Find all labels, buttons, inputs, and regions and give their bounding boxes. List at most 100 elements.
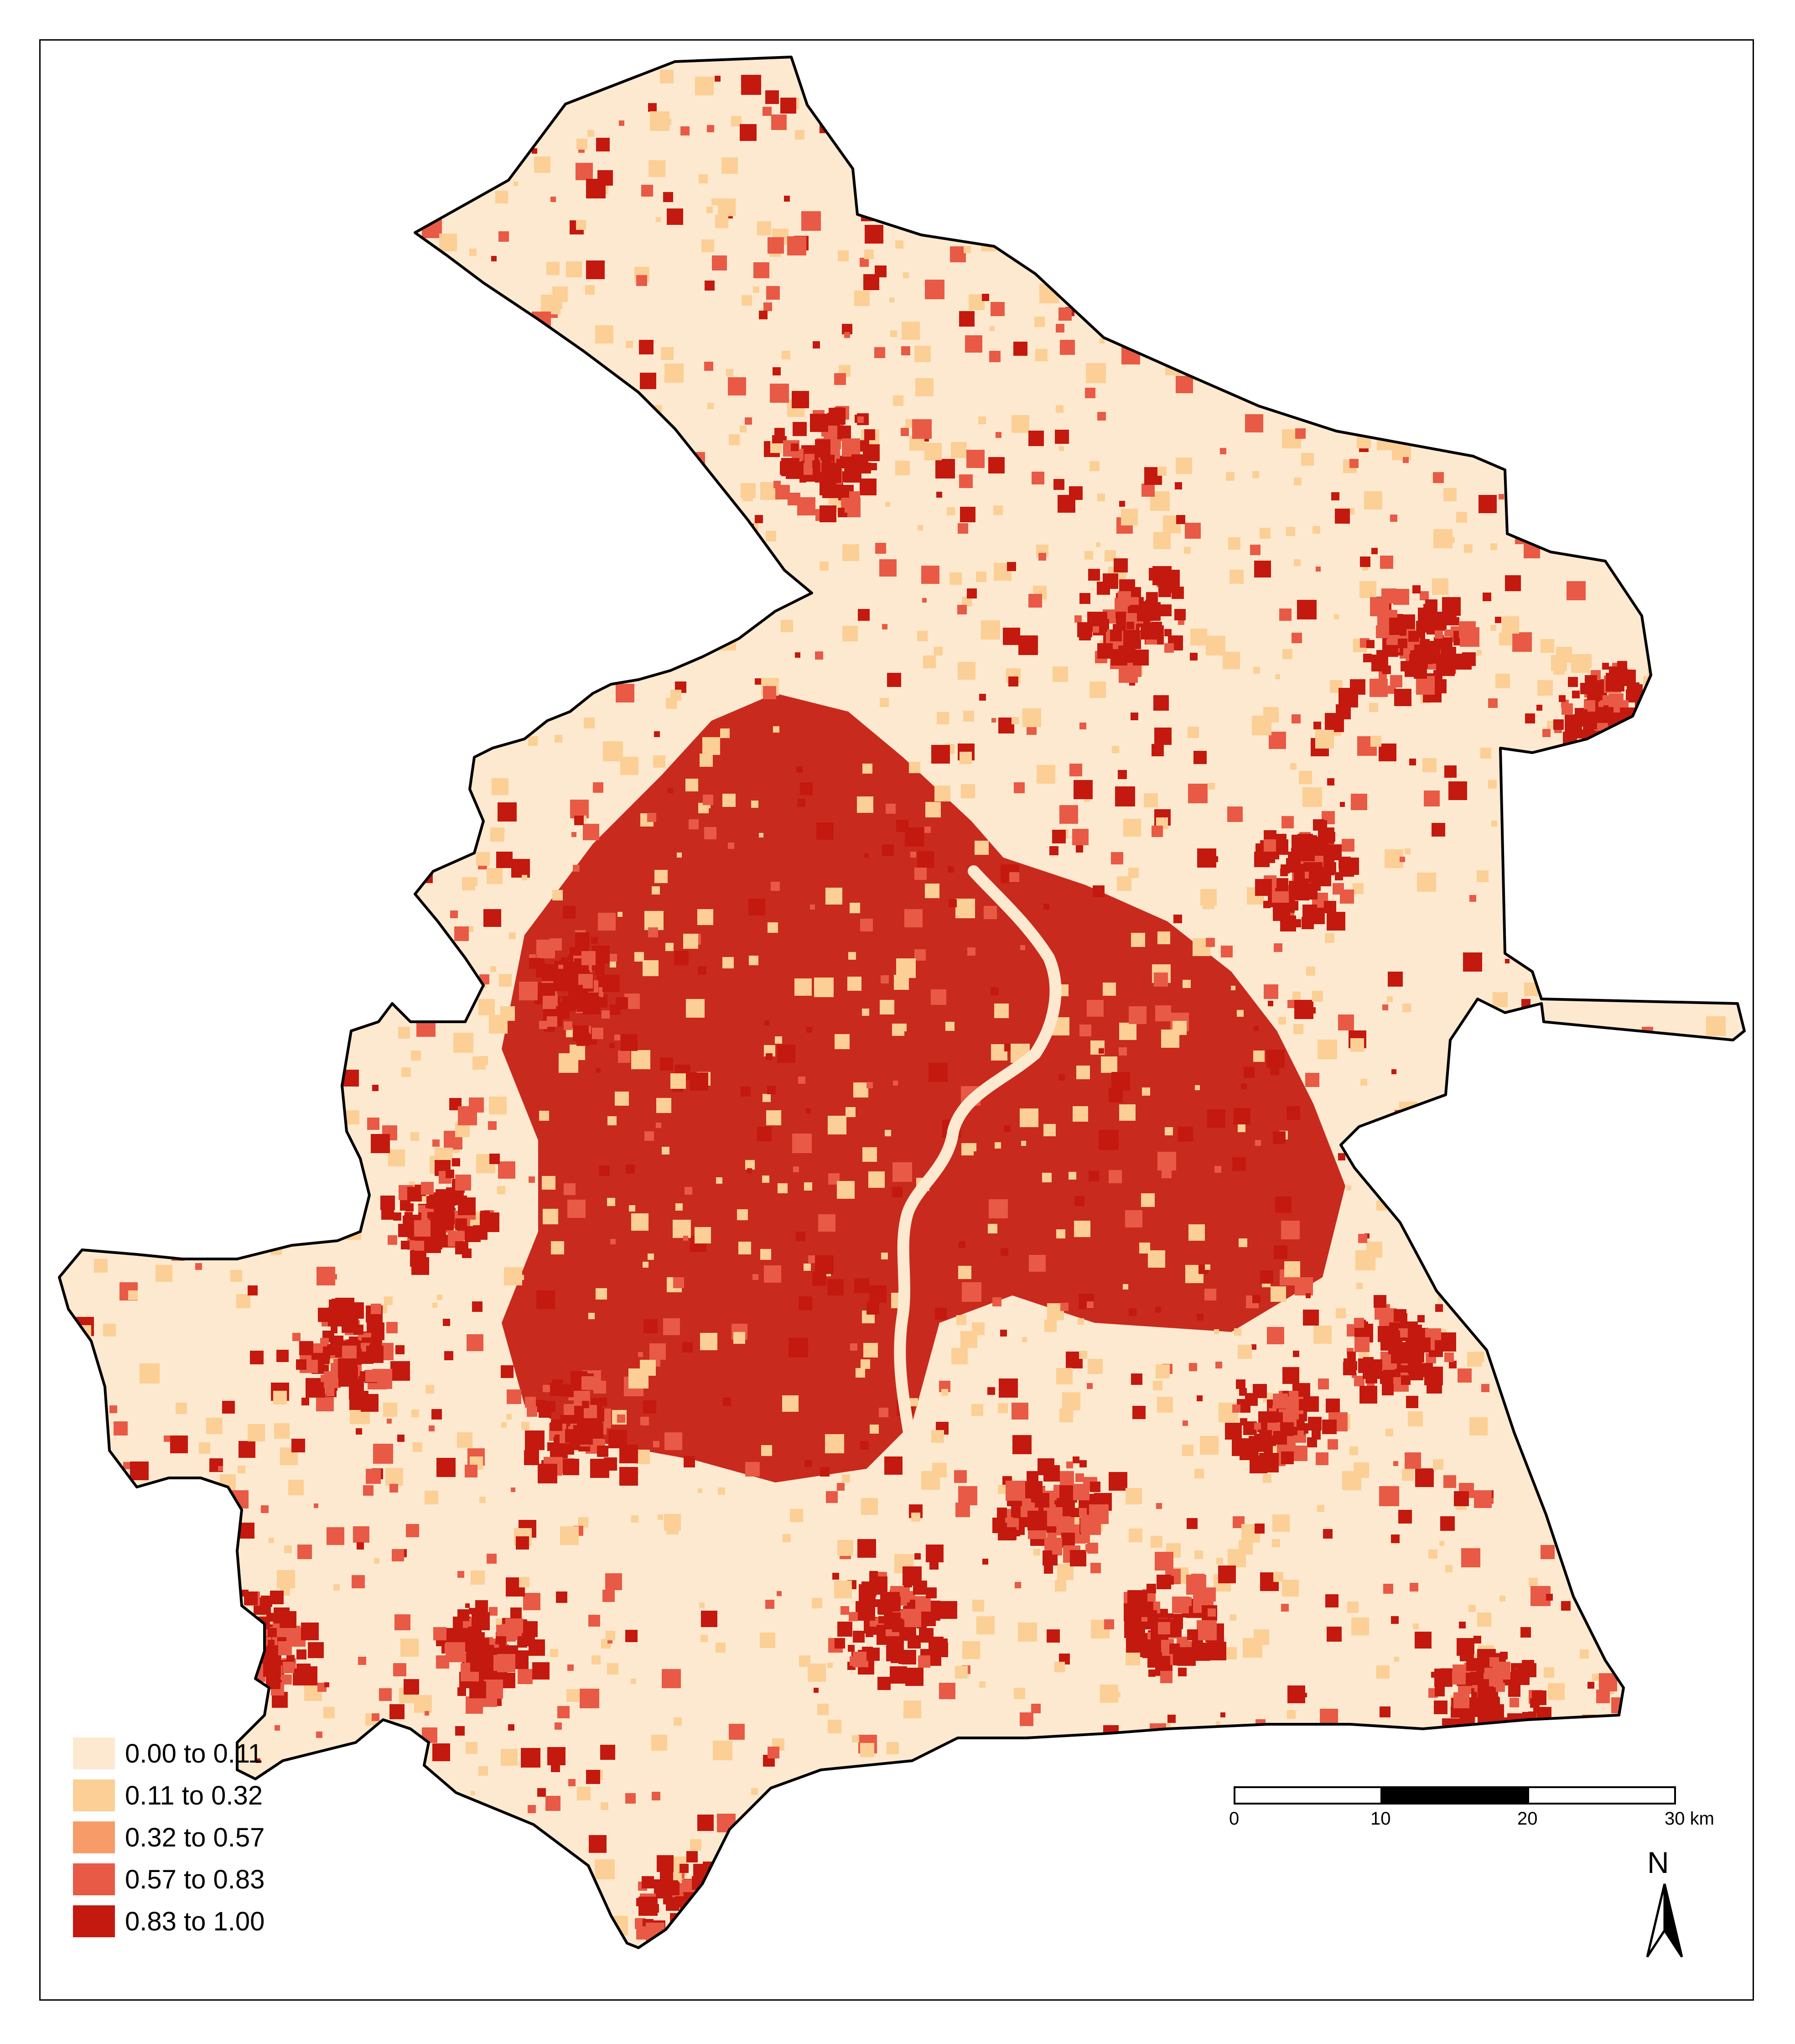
density-cell: [1260, 226, 1265, 231]
density-cell: [1176, 515, 1185, 524]
density-cell: [1172, 1021, 1187, 1035]
density-cell: [333, 458, 348, 473]
density-cell: [726, 532, 731, 538]
density-cell: [85, 868, 103, 885]
density-cell: [960, 1331, 977, 1348]
density-cell: [1251, 1344, 1256, 1350]
town-cell: [1562, 703, 1573, 715]
density-cell: [128, 1290, 138, 1300]
density-cell: [648, 160, 665, 177]
density-cell: [1128, 868, 1139, 878]
density-cell: [1304, 273, 1323, 292]
density-cell: [1184, 164, 1202, 182]
density-cell: [148, 1673, 164, 1690]
density-cell: [713, 1741, 732, 1760]
density-cell: [113, 924, 122, 933]
town-cell: [1444, 1352, 1454, 1362]
density-cell: [1263, 1474, 1271, 1483]
density-cell: [1439, 1541, 1444, 1546]
density-cell: [925, 884, 939, 898]
town-cell: [434, 1205, 451, 1222]
density-cell: [567, 375, 584, 392]
density-cell: [763, 107, 772, 116]
density-cell: [1409, 155, 1421, 166]
town-cell: [321, 1354, 330, 1363]
density-cell: [498, 231, 509, 242]
density-cell: [173, 897, 183, 907]
density-cell: [633, 454, 653, 474]
density-cell: [406, 1524, 419, 1537]
density-cell: [999, 1378, 1018, 1398]
density-cell: [835, 1638, 845, 1649]
density-cell: [1692, 1180, 1703, 1191]
density-cell: [842, 544, 859, 561]
density-cell: [490, 827, 504, 842]
density-cell: [1020, 1108, 1038, 1127]
town-cell: [733, 1893, 744, 1904]
town-cell: [427, 1212, 434, 1218]
density-cell: [1299, 1954, 1312, 1967]
density-cell: [1018, 635, 1038, 655]
density-cell: [1031, 1704, 1041, 1713]
density-cell: [861, 1359, 870, 1369]
density-cell: [1129, 1529, 1142, 1542]
town-cell: [1466, 1658, 1479, 1671]
density-cell: [686, 999, 705, 1018]
town-cell: [1467, 1737, 1483, 1753]
density-cell: [1567, 581, 1586, 600]
density-cell: [866, 1082, 873, 1088]
density-cell: [1295, 1277, 1313, 1295]
density-cell: [84, 1520, 94, 1530]
density-cell: [1305, 1073, 1319, 1087]
density-cell: [1701, 143, 1710, 153]
density-cell: [1271, 1286, 1286, 1302]
density-cell: [660, 70, 674, 83]
density-cell: [1115, 786, 1135, 806]
town-cell: [926, 1587, 937, 1598]
density-cell: [1288, 372, 1295, 379]
density-cell: [339, 400, 358, 419]
town-cell: [576, 967, 582, 973]
density-cell: [1167, 1820, 1180, 1834]
density-cell: [443, 1319, 450, 1326]
density-cell: [410, 1132, 419, 1141]
town-cell: [539, 1021, 547, 1029]
town-cell: [267, 1645, 278, 1657]
density-cell: [1408, 1411, 1423, 1426]
town-cell: [573, 1425, 593, 1445]
town-cell: [1475, 1731, 1483, 1739]
density-cell: [854, 291, 870, 306]
town-cell: [1365, 1372, 1377, 1383]
town-cell: [1500, 1652, 1508, 1659]
density-cell: [1366, 1242, 1382, 1258]
density-cell: [1435, 1304, 1443, 1312]
density-cell: [1307, 395, 1323, 411]
density-cell: [1687, 691, 1692, 696]
density-cell: [1675, 561, 1693, 578]
town-cell: [690, 1899, 701, 1911]
town-cell: [1124, 1603, 1141, 1621]
town-cell: [1235, 1444, 1245, 1453]
town-cell: [505, 1618, 523, 1636]
town-cell: [1115, 598, 1128, 612]
town-cell: [1292, 835, 1306, 849]
density-cell: [1302, 1693, 1307, 1697]
density-cell: [573, 1909, 588, 1924]
density-cell: [469, 877, 477, 886]
density-cell: [991, 114, 1001, 124]
town-cell: [683, 1935, 698, 1948]
density-cell: [1141, 1193, 1155, 1207]
density-cell: [978, 416, 986, 424]
density-cell: [1306, 967, 1315, 976]
density-cell: [552, 1878, 562, 1888]
density-cell: [1076, 1066, 1090, 1079]
density-cell: [625, 1630, 638, 1642]
density-cell: [924, 827, 931, 833]
density-cell: [269, 1538, 274, 1543]
town-cell: [1103, 573, 1118, 589]
town-cell: [274, 1607, 290, 1623]
density-cell: [750, 1813, 763, 1826]
density-cell: [1176, 74, 1188, 86]
legend-item: 0.32 to 0.57: [73, 1817, 265, 1857]
